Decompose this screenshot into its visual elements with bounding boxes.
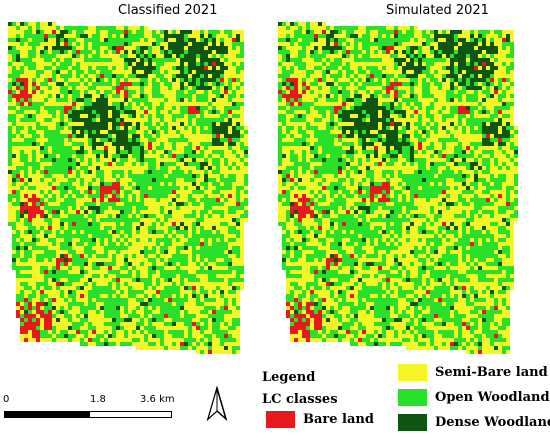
legend-swatch-dense-woodland bbox=[398, 414, 427, 431]
legend-subtitle: LC classes bbox=[262, 392, 338, 407]
scale-bar: 0 1.8 3.6 km bbox=[0, 394, 175, 424]
legend-label-bare-land: Bare land bbox=[303, 412, 374, 427]
legend-item-bare-land: Bare land bbox=[266, 411, 374, 428]
legend-label-open-woodland: Open Woodland bbox=[435, 390, 550, 405]
legend-swatch-semi-bare-land bbox=[398, 364, 427, 381]
north-arrow-icon bbox=[206, 386, 228, 422]
scale-label-mid: 1.8 bbox=[90, 394, 106, 405]
scale-label-0: 0 bbox=[3, 394, 10, 405]
legend-item-dense-woodland: Dense Woodland bbox=[398, 414, 550, 431]
map-title-classified: Classified 2021 bbox=[118, 3, 218, 18]
legend-item-open-woodland: Open Woodland bbox=[398, 389, 550, 406]
scale-label-end: 3.6 km bbox=[140, 394, 175, 405]
map-title-simulated: Simulated 2021 bbox=[386, 3, 489, 18]
map-simulated-2021 bbox=[278, 22, 518, 354]
legend-label-semi-bare-land: Semi-Bare land bbox=[435, 365, 548, 380]
scale-segment-white bbox=[89, 411, 172, 418]
legend-swatch-bare-land bbox=[266, 411, 295, 428]
legend-swatch-open-woodland bbox=[398, 389, 427, 406]
map-classified-2021 bbox=[8, 22, 248, 354]
scale-segment-black bbox=[4, 411, 90, 418]
legend-label-dense-woodland: Dense Woodland bbox=[435, 415, 550, 430]
legend-title: Legend bbox=[262, 370, 316, 385]
legend-item-semi-bare-land: Semi-Bare land bbox=[398, 364, 548, 381]
